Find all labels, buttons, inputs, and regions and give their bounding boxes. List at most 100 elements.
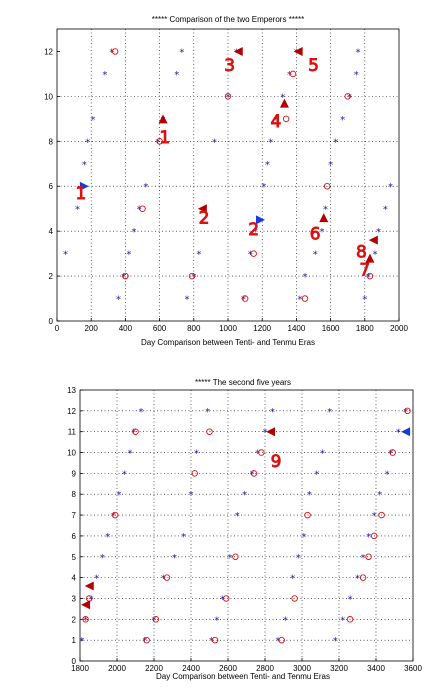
bottom-star-point: * — [333, 636, 338, 647]
top-y-tick-label: 0 — [49, 317, 54, 326]
bottom-circle-point — [278, 636, 285, 644]
top-star-point: * — [184, 295, 189, 306]
top-circle-point — [250, 250, 257, 257]
bottom-x-tick-label: 2800 — [256, 664, 274, 673]
bottom-star-point: * — [314, 469, 319, 480]
top-star-point: * — [297, 295, 302, 306]
bottom-circle-point — [222, 595, 230, 602]
bottom-star-point: * — [127, 449, 132, 460]
top-x-tick-label: 1200 — [253, 324, 271, 333]
top-star-point: * — [333, 137, 338, 148]
bottom-star-point: * — [340, 615, 345, 626]
top-triangle-marker — [365, 253, 375, 263]
bottom-y-tick-label: 10 — [67, 449, 76, 458]
top-triangle-marker — [293, 46, 303, 56]
top-annotation-label: 6 — [310, 224, 321, 244]
top-star-point: * — [388, 182, 393, 193]
bottom-x-tick-label: 2600 — [219, 664, 237, 673]
bottom-star-point: * — [366, 532, 371, 543]
bottom-circle-point — [378, 511, 385, 519]
bottom-star-point: * — [290, 574, 295, 585]
bottom-y-tick-label: 3 — [72, 594, 77, 603]
top-annotation-label: 7 — [359, 260, 370, 280]
bottom-star-point: * — [385, 469, 390, 480]
top-x-tick-label: 1600 — [322, 324, 340, 333]
top-star-point: * — [143, 182, 148, 193]
bottom-star-point: * — [122, 469, 127, 480]
bottom-circle-point — [389, 449, 396, 456]
bottom-star-point: * — [307, 490, 312, 501]
bottom-star-point: * — [105, 532, 110, 543]
bottom-circle-point — [370, 532, 378, 540]
bottom-x-tick-label: 2000 — [108, 664, 126, 673]
bottom-circle-point — [250, 470, 258, 477]
top-star-point: * — [90, 115, 95, 126]
bottom-circle-point — [111, 511, 119, 519]
top-star-point: * — [121, 272, 126, 283]
bottom-y-tick-label: 12 — [67, 407, 76, 416]
top-star-point: * — [328, 160, 333, 171]
bottom-circle-point — [359, 574, 367, 581]
top-circle-point — [139, 205, 146, 212]
bottom-x-tick-label: 3200 — [330, 664, 348, 673]
top-star-point: * — [320, 227, 325, 238]
top-star-point: * — [287, 70, 292, 81]
bottom-star-point: * — [227, 553, 232, 564]
bottom-star-point: * — [131, 428, 136, 439]
bottom-circle-point — [152, 616, 160, 623]
top-circle-point — [122, 272, 129, 280]
top-star-point: * — [234, 47, 239, 58]
bottom-star-point: * — [152, 615, 157, 626]
bottom-chart: ***** The second five years Day Comparis… — [67, 378, 422, 681]
top-annotation-label: 2 — [248, 220, 259, 240]
top-star-point: * — [137, 205, 142, 216]
bottom-y-tick-label: 1 — [72, 636, 77, 645]
bottom-y-tick-label: 13 — [67, 386, 76, 395]
bottom-star-point: * — [270, 407, 275, 418]
bottom-star-point: * — [296, 553, 301, 564]
bottom-star-point: * — [142, 636, 147, 647]
bottom-star-point: * — [320, 449, 325, 460]
top-circle-point — [224, 93, 232, 100]
top-circle-point — [188, 272, 196, 280]
bottom-star-point: * — [214, 615, 219, 626]
bottom-star-point: * — [355, 574, 360, 585]
bottom-plot-frame — [79, 389, 414, 662]
bottom-star-point: * — [263, 428, 268, 439]
top-triangle-marker — [233, 46, 243, 56]
top-star-point: * — [126, 250, 131, 261]
bottom-star-point: * — [189, 490, 194, 501]
top-chart-title: ***** Comparison of the two Emperors ***… — [152, 15, 305, 24]
bottom-star-point: * — [327, 407, 332, 418]
top-circle-point — [289, 70, 297, 78]
top-star-point: * — [294, 47, 299, 58]
top-star-point: * — [212, 137, 217, 148]
bottom-y-tick-label: 4 — [72, 574, 77, 583]
bottom-star-point: * — [275, 636, 280, 647]
top-star-point: * — [366, 272, 371, 283]
bottom-star-point: * — [172, 553, 177, 564]
bottom-circle-point — [346, 616, 354, 623]
bottom-star-point: * — [348, 594, 353, 605]
bottom-star-point: * — [194, 449, 199, 460]
top-star-point: * — [155, 137, 160, 148]
top-x-tick-label: 1800 — [356, 324, 374, 333]
top-star-point: * — [241, 295, 246, 306]
top-annotation-label: 5 — [308, 56, 319, 76]
top-annotation-label: 4 — [270, 112, 281, 132]
bottom-star-point: * — [361, 553, 366, 564]
bottom-circle-point — [258, 449, 265, 456]
top-circle-point — [241, 295, 249, 302]
top-star-point: * — [131, 227, 136, 238]
bottom-circle-point — [365, 553, 372, 561]
bottom-star-point: * — [235, 511, 240, 522]
bottom-star-point: * — [242, 490, 247, 501]
bottom-star-point: * — [255, 449, 260, 460]
bottom-star-point: * — [250, 469, 255, 480]
bottom-x-tick-label: 3600 — [404, 664, 422, 673]
top-star-point: * — [226, 92, 231, 103]
bottom-chart-xlabel: Day Comparison between Tenti- and Tenmu … — [156, 672, 330, 681]
top-star-point: * — [196, 250, 201, 261]
top-star-point: * — [373, 250, 378, 261]
bottom-circle-point — [232, 553, 239, 561]
